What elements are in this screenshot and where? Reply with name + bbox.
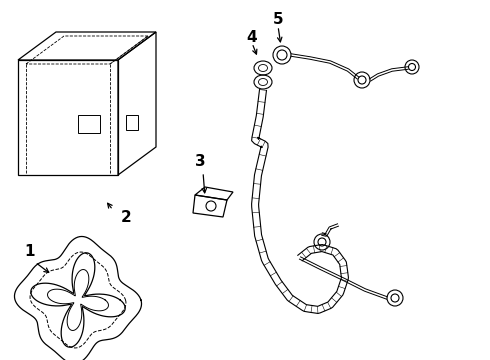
Text: 3: 3 — [195, 154, 205, 170]
Bar — [78, 115, 100, 133]
Bar — [126, 115, 138, 130]
Text: 1: 1 — [25, 244, 35, 260]
Text: 4: 4 — [246, 31, 257, 45]
Text: 5: 5 — [273, 13, 283, 27]
Text: 2: 2 — [121, 210, 131, 225]
